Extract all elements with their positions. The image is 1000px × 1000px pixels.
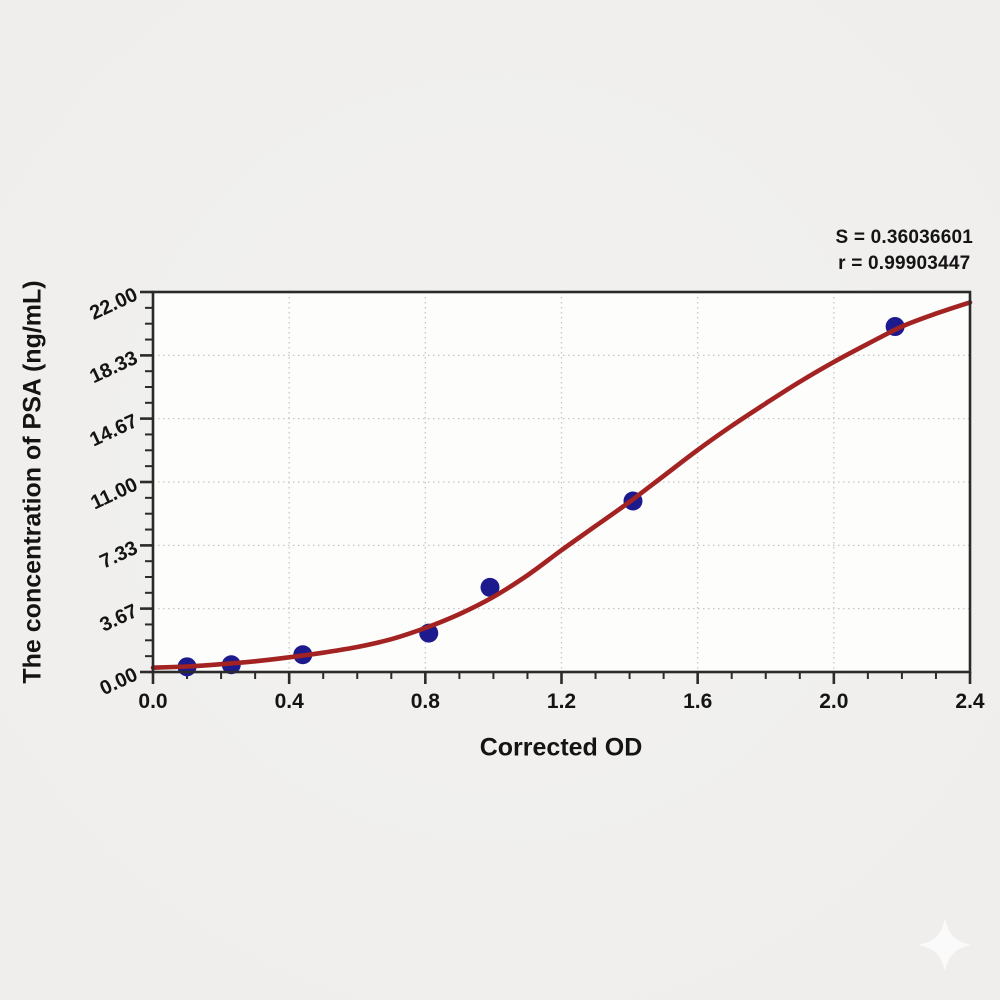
y-tick-label: 14.67 xyxy=(86,410,141,451)
fit-curve-line xyxy=(150,300,973,670)
sparkle-icon xyxy=(918,918,972,972)
fit-statistics: S = 0.36036601 r = 0.99903447 xyxy=(835,225,973,277)
y-tick-label: 0.00 xyxy=(97,664,142,700)
x-tick-label: 1.2 xyxy=(547,690,576,713)
data-point xyxy=(480,577,500,597)
x-tick-label: 0.8 xyxy=(411,690,441,713)
y-tick-label: 3.67 xyxy=(97,600,142,636)
y-tick-label: 7.33 xyxy=(97,537,142,573)
s-value-text: S = 0.36036601 xyxy=(835,227,973,248)
y-tick-label: 11.00 xyxy=(87,474,141,515)
y-axis-title: The concentration of PSA (ng/mL) xyxy=(18,280,47,684)
x-tick-label: 1.6 xyxy=(683,690,712,713)
x-tick-label: 2.0 xyxy=(819,690,848,713)
plot-frame xyxy=(151,290,972,674)
y-tick-label: 22.00 xyxy=(86,284,141,325)
x-tick-label: 0.4 xyxy=(275,690,305,713)
x-tick-label: 2.4 xyxy=(955,690,985,713)
x-axis-title: Corrected OD xyxy=(479,733,643,762)
x-tick-label: 0.0 xyxy=(138,690,167,713)
y-tick-label: 18.33 xyxy=(86,347,141,388)
r-value-text: r = 0.99903447 xyxy=(838,253,971,274)
